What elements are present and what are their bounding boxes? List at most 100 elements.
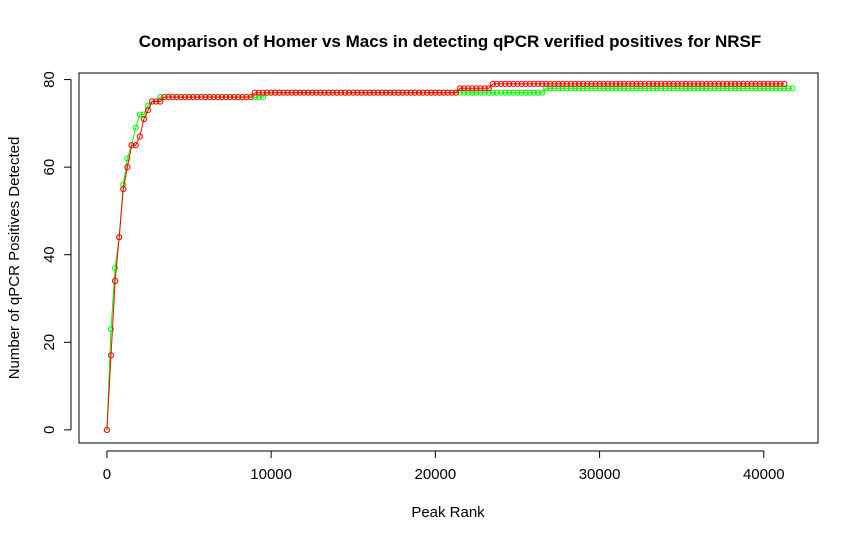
data-point [477, 85, 484, 92]
data-point [600, 80, 607, 88]
data-point [448, 89, 455, 96]
data-point [489, 89, 496, 96]
data-point [407, 89, 414, 96]
data-point [744, 80, 751, 88]
data-point [522, 89, 529, 96]
data-point [703, 80, 710, 88]
data-point [768, 85, 776, 92]
data-point [596, 85, 603, 92]
data-point [670, 80, 677, 88]
data-point [633, 85, 640, 92]
data-point [736, 80, 743, 88]
data-point [723, 80, 731, 88]
data-point [514, 80, 521, 88]
data-point [259, 89, 266, 96]
data-point [132, 142, 139, 149]
data-point [255, 89, 262, 96]
y-tick-label: 60 [41, 159, 58, 176]
data-point [272, 89, 279, 96]
data-point [419, 89, 427, 96]
x-tick-label: 10000 [250, 466, 292, 483]
data-point [185, 94, 193, 101]
data-point [666, 80, 673, 88]
data-point [768, 80, 776, 88]
data-point [662, 85, 669, 92]
data-point [263, 89, 271, 96]
series-2 [103, 80, 788, 433]
data-point [177, 94, 184, 101]
data-point [649, 80, 657, 88]
data-point [571, 85, 579, 92]
data-point [444, 89, 451, 96]
data-point [165, 94, 172, 101]
data-point [522, 80, 529, 88]
data-point [777, 85, 784, 92]
data-point [543, 80, 550, 88]
data-point [617, 80, 624, 88]
data-point [526, 89, 533, 96]
data-point [473, 85, 480, 92]
data-point [674, 80, 681, 88]
data-point [510, 80, 517, 88]
data-point [124, 164, 131, 171]
data-point [654, 85, 661, 92]
data-point [658, 80, 665, 88]
data-point [563, 85, 570, 92]
data-point [608, 85, 616, 92]
data-point [715, 85, 722, 92]
data-point [132, 124, 139, 131]
data-point [773, 85, 780, 92]
data-point [309, 89, 316, 96]
data-point [190, 94, 197, 101]
data-point [555, 85, 562, 92]
data-point [292, 89, 299, 96]
data-point [432, 89, 439, 96]
data-point [629, 80, 636, 88]
data-point [481, 89, 488, 96]
data-point [493, 80, 500, 88]
data-point [198, 94, 205, 101]
data-point [744, 85, 751, 92]
data-point [625, 80, 632, 88]
data-point [629, 85, 636, 92]
data-point [740, 80, 747, 88]
data-point [678, 80, 685, 88]
data-point [719, 85, 726, 92]
data-point [424, 89, 431, 96]
data-point [756, 85, 763, 92]
y-tick-label: 20 [41, 334, 58, 351]
data-point [551, 85, 558, 92]
data-point [149, 98, 156, 105]
data-point [239, 94, 246, 101]
data-point [617, 85, 624, 92]
data-point [736, 85, 743, 92]
data-point [604, 85, 611, 92]
x-axis-label: Peak Rank [411, 504, 485, 521]
data-point [502, 80, 509, 88]
data-point [325, 89, 332, 96]
data-point [530, 80, 538, 88]
data-point [748, 80, 755, 88]
data-point [715, 80, 722, 88]
data-point [592, 80, 599, 88]
data-point [682, 85, 689, 92]
data-point [547, 80, 554, 88]
y-tick-label: 80 [41, 71, 58, 88]
data-point [608, 80, 616, 88]
y-tick-label: 0 [41, 426, 58, 434]
data-point [157, 94, 164, 101]
data-point [625, 85, 632, 92]
data-point [112, 264, 119, 271]
data-point [526, 80, 533, 88]
data-point [760, 80, 767, 88]
data-point [341, 89, 349, 96]
data-point [530, 89, 538, 96]
data-point [415, 89, 422, 96]
x-tick-label: 0 [103, 466, 111, 483]
data-point [764, 85, 772, 92]
data-point [284, 89, 291, 96]
data-point [674, 85, 681, 92]
series-1 [103, 85, 796, 433]
data-point [288, 89, 295, 96]
